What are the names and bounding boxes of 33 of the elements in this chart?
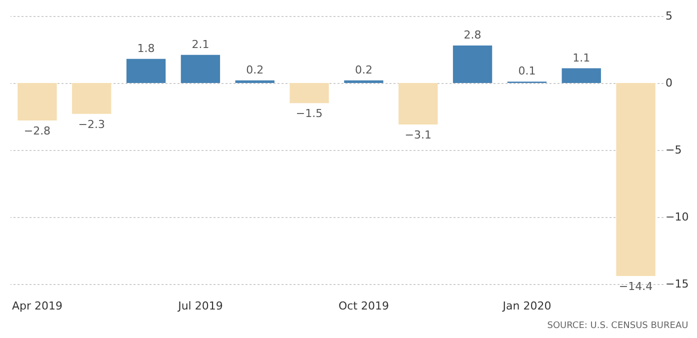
y-tick-label: −5 — [666, 144, 682, 156]
x-tick-label: Apr 2019 — [12, 300, 62, 312]
data-label: 1.1 — [572, 51, 590, 64]
data-label: 2.8 — [464, 28, 482, 42]
data-label: 0.2 — [354, 63, 372, 76]
x-tick-label: Jul 2019 — [177, 300, 223, 312]
data-label: 1.8 — [137, 42, 155, 55]
data-label: −3.1 — [404, 128, 432, 142]
y-tick-label: 5 — [666, 10, 672, 22]
bar — [616, 83, 656, 276]
bar — [290, 83, 329, 104]
data-label: −2.8 — [24, 124, 51, 138]
bar — [235, 80, 274, 83]
bar — [72, 83, 112, 114]
data-label: −2.3 — [78, 118, 105, 131]
bar — [344, 80, 384, 83]
bar — [398, 83, 438, 125]
bar — [180, 54, 220, 83]
source-note: SOURCE: U.S. CENSUS BUREAU — [547, 321, 688, 331]
data-label: 2.1 — [192, 38, 210, 51]
bar — [18, 83, 57, 121]
y-tick-label: −10 — [666, 210, 689, 224]
y-tick-label: −15 — [666, 278, 689, 290]
data-label: 0.1 — [518, 64, 536, 78]
bar — [562, 68, 601, 83]
data-label: −14.4 — [618, 280, 653, 293]
y-tick-label: 0 — [666, 76, 672, 90]
x-tick-label: Oct 2019 — [338, 300, 389, 312]
bar — [126, 58, 166, 83]
x-tick-label: Jan 2020 — [502, 300, 552, 312]
bar — [452, 45, 492, 83]
data-label: −1.5 — [296, 107, 323, 120]
data-label: 0.2 — [246, 63, 264, 76]
